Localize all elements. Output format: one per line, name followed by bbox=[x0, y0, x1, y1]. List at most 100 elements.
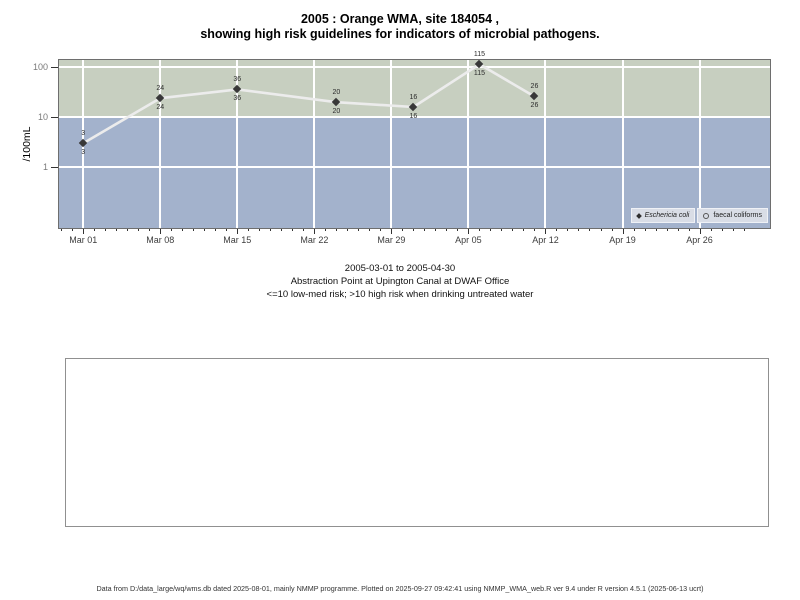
x-tick-minor bbox=[380, 229, 382, 231]
x-tick-minor bbox=[677, 229, 679, 231]
x-tick-minor bbox=[479, 229, 481, 231]
x-tick-minor bbox=[512, 229, 514, 231]
x-tick-minor bbox=[578, 229, 580, 231]
data-line bbox=[59, 60, 770, 228]
x-tick-minor bbox=[127, 229, 129, 231]
x-tick-minor bbox=[325, 229, 327, 231]
x-tick-minor bbox=[655, 229, 657, 231]
x-tick-minor bbox=[435, 229, 437, 231]
x-tick-minor bbox=[413, 229, 415, 231]
x-tick-label: Apr 05 bbox=[455, 235, 482, 245]
point-label-below: 20 bbox=[332, 108, 341, 116]
x-tick-minor bbox=[589, 229, 591, 231]
x-tick-minor bbox=[138, 229, 140, 231]
x-tick-minor bbox=[259, 229, 261, 231]
x-tick-minor bbox=[611, 229, 613, 231]
x-tick-minor bbox=[72, 229, 74, 231]
point-label-below: 16 bbox=[409, 112, 418, 120]
gridline-vertical bbox=[621, 60, 624, 228]
x-tick-minor bbox=[105, 229, 107, 231]
x-tick-major bbox=[391, 229, 393, 234]
subtitle-risk-note: <=10 low-med risk; >10 high risk when dr… bbox=[266, 289, 534, 300]
x-tick-minor bbox=[633, 229, 635, 231]
point-label-above: 115 bbox=[473, 51, 486, 59]
gridline-horizontal bbox=[59, 116, 770, 119]
chart-subtitle: 2005-03-01 to 2005-04-30 Abstraction Poi… bbox=[0, 262, 800, 301]
legend: Eschericia coli faecal coliforms bbox=[630, 208, 768, 223]
x-tick-label: Apr 12 bbox=[532, 235, 559, 245]
x-tick-minor bbox=[446, 229, 448, 231]
x-tick-minor bbox=[457, 229, 459, 231]
x-tick-minor bbox=[215, 229, 217, 231]
x-tick-minor bbox=[556, 229, 558, 231]
y-tick-label: 100 bbox=[32, 61, 48, 72]
gridline-vertical bbox=[159, 60, 162, 228]
point-label-below: 24 bbox=[156, 104, 165, 112]
x-tick-label: Apr 19 bbox=[609, 235, 636, 245]
x-tick-major bbox=[160, 229, 162, 234]
point-label-above: 36 bbox=[233, 76, 242, 84]
point-label-above: 24 bbox=[156, 85, 165, 93]
x-tick-minor bbox=[281, 229, 283, 231]
data-line-path bbox=[83, 64, 534, 143]
x-tick-minor bbox=[743, 229, 745, 231]
x-tick-minor bbox=[61, 229, 63, 231]
chart-title-line1: 2005 : Orange WMA, site 184054 , bbox=[300, 12, 499, 26]
chart-title: 2005 : Orange WMA, site 184054 , showing… bbox=[0, 12, 800, 42]
x-tick-minor bbox=[732, 229, 734, 231]
x-tick-minor bbox=[369, 229, 371, 231]
x-tick-minor bbox=[710, 229, 712, 231]
point-label-below: 115 bbox=[473, 70, 486, 78]
open-circle-icon bbox=[703, 212, 710, 219]
point-label-below: 3 bbox=[81, 149, 86, 157]
gridline-horizontal bbox=[59, 66, 770, 69]
point-label-below: 36 bbox=[233, 95, 242, 103]
x-tick-minor bbox=[94, 229, 96, 231]
x-tick-minor bbox=[193, 229, 195, 231]
point-label-above: 26 bbox=[530, 83, 539, 91]
gridline-vertical bbox=[698, 60, 701, 228]
gridline-vertical bbox=[236, 60, 239, 228]
x-tick-minor bbox=[523, 229, 525, 231]
x-tick-minor bbox=[149, 229, 151, 231]
x-tick-minor bbox=[644, 229, 646, 231]
x-tick-minor bbox=[600, 229, 602, 231]
x-tick-label: Mar 15 bbox=[223, 235, 252, 245]
x-tick-minor bbox=[270, 229, 272, 231]
x-tick-minor bbox=[424, 229, 426, 231]
x-tick-label: Mar 22 bbox=[300, 235, 329, 245]
x-tick-minor bbox=[204, 229, 206, 231]
legend-item: faecal coliforms bbox=[697, 208, 768, 223]
point-label-above: 20 bbox=[332, 89, 341, 97]
gridline-vertical bbox=[313, 60, 316, 228]
point-label-above: 3 bbox=[81, 130, 86, 138]
x-tick-label: Apr 26 bbox=[686, 235, 713, 245]
x-tick-major bbox=[314, 229, 316, 234]
point-label-above: 16 bbox=[409, 93, 418, 101]
x-tick-minor bbox=[490, 229, 492, 231]
x-tick-minor bbox=[336, 229, 338, 231]
x-tick-minor bbox=[666, 229, 668, 231]
x-tick-minor bbox=[501, 229, 503, 231]
gridline-horizontal bbox=[59, 166, 770, 169]
x-tick-minor bbox=[721, 229, 723, 231]
x-tick-label: Mar 08 bbox=[146, 235, 175, 245]
y-tick-mark bbox=[51, 67, 58, 69]
x-tick-minor bbox=[171, 229, 173, 231]
x-tick-minor bbox=[292, 229, 294, 231]
x-tick-minor bbox=[534, 229, 536, 231]
x-tick-minor bbox=[116, 229, 118, 231]
x-tick-major bbox=[468, 229, 470, 234]
x-tick-label: Mar 29 bbox=[377, 235, 406, 245]
x-tick-major bbox=[699, 229, 701, 234]
x-tick-major bbox=[622, 229, 624, 234]
empty-panel bbox=[65, 358, 769, 527]
legend-item: Eschericia coli bbox=[630, 208, 696, 223]
x-tick-minor bbox=[226, 229, 228, 231]
subtitle-site-description: Abstraction Point at Upington Canal at D… bbox=[290, 276, 510, 287]
x-tick-minor bbox=[347, 229, 349, 231]
x-tick-minor bbox=[402, 229, 404, 231]
x-tick-minor bbox=[688, 229, 690, 231]
plot-area: 3 3 24 24 36 36 20 20 16 16 115 115 26 26 Eschericia c… bbox=[59, 51, 770, 228]
